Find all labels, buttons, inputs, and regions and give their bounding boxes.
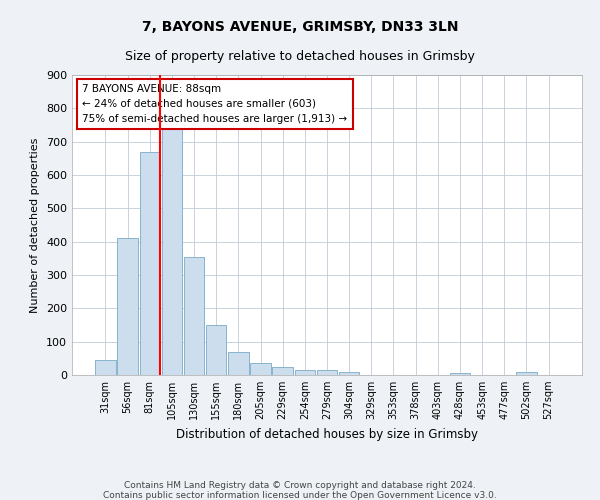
Text: Contains HM Land Registry data © Crown copyright and database right 2024.: Contains HM Land Registry data © Crown c…: [124, 481, 476, 490]
Text: 7, BAYONS AVENUE, GRIMSBY, DN33 3LN: 7, BAYONS AVENUE, GRIMSBY, DN33 3LN: [142, 20, 458, 34]
Bar: [161, 125, 182, 375]
Text: Size of property relative to detached houses in Grimsby: Size of property relative to detached ho…: [125, 50, 475, 63]
Bar: [317, 370, 337, 375]
Bar: [206, 325, 226, 375]
Bar: [95, 360, 116, 375]
Bar: [272, 366, 293, 375]
Text: 7 BAYONS AVENUE: 88sqm
← 24% of detached houses are smaller (603)
75% of semi-de: 7 BAYONS AVENUE: 88sqm ← 24% of detached…: [82, 84, 347, 124]
Bar: [516, 372, 536, 375]
Bar: [118, 238, 138, 375]
Text: Contains public sector information licensed under the Open Government Licence v3: Contains public sector information licen…: [103, 491, 497, 500]
Y-axis label: Number of detached properties: Number of detached properties: [31, 138, 40, 312]
Bar: [140, 152, 160, 375]
Bar: [228, 352, 248, 375]
Bar: [250, 364, 271, 375]
X-axis label: Distribution of detached houses by size in Grimsby: Distribution of detached houses by size …: [176, 428, 478, 440]
Bar: [295, 370, 315, 375]
Bar: [339, 372, 359, 375]
Bar: [450, 374, 470, 375]
Bar: [184, 256, 204, 375]
